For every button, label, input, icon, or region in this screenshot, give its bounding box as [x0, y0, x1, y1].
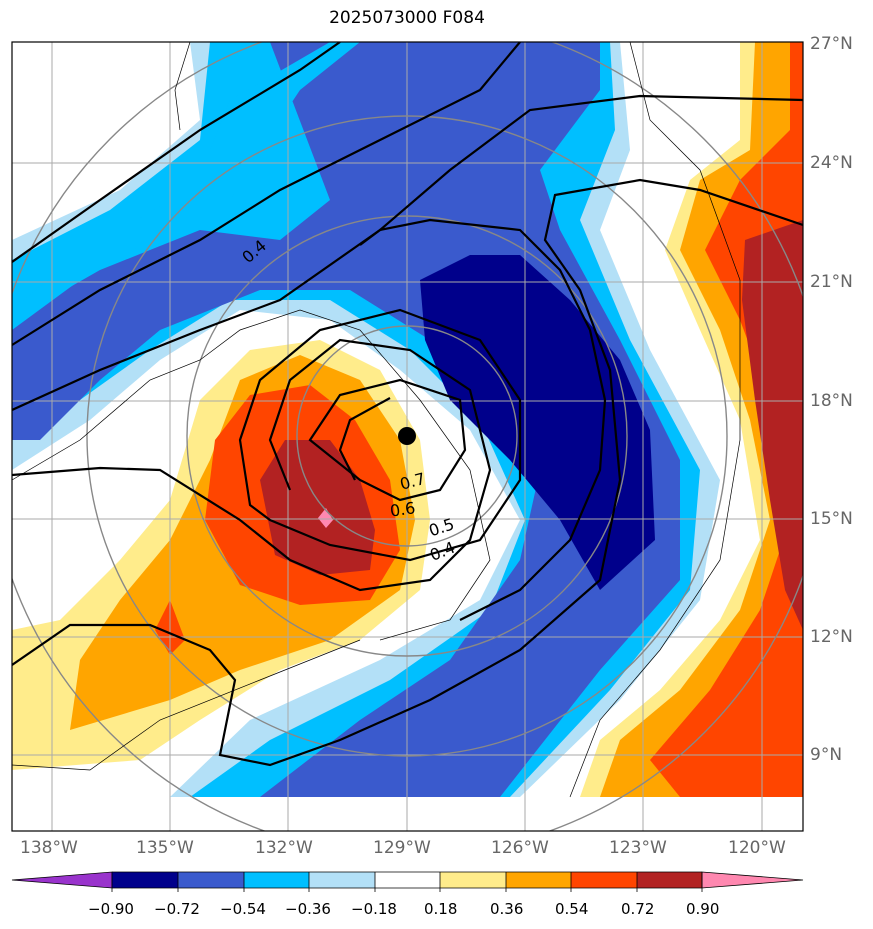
colorbar-swatch: [506, 872, 571, 888]
colorbar-swatch: [440, 872, 506, 888]
lat-label: 15°N: [810, 509, 853, 529]
colorbar-tick-label: 0.54: [555, 900, 589, 918]
lat-label: 9°N: [810, 745, 843, 765]
colorbar-swatch: [375, 872, 440, 888]
colorbar-over-triangle: [701, 871, 804, 889]
map-title: 2025073000 F084: [329, 8, 485, 28]
lon-label: 132°W: [255, 838, 313, 858]
colorbar-tick-label: −0.90: [88, 900, 134, 918]
colorbar-swatch: [244, 872, 309, 888]
lon-label: 135°W: [136, 838, 194, 858]
colorbar-tick-label: −0.36: [285, 900, 331, 918]
colorbar-tick-label: −0.54: [220, 900, 266, 918]
colorbar-under-triangle: [11, 871, 113, 889]
range-rings: [12, 42, 803, 831]
colorbar-tick-label: −0.72: [154, 900, 200, 918]
lat-label: 24°N: [810, 153, 853, 173]
colorbar-tick-label: −0.18: [351, 900, 397, 918]
colorbar-swatch: [178, 872, 244, 888]
colorbar-tick-label: 0.36: [490, 900, 524, 918]
lat-label: 27°N: [810, 34, 853, 54]
colorbar-tick-label: 0.18: [424, 900, 458, 918]
lon-label: 123°W: [609, 838, 667, 858]
shade-firebrick: [260, 440, 375, 575]
lon-label: 120°W: [728, 838, 786, 858]
shade-east-orange-red: [650, 42, 803, 797]
colorbar-swatch: [309, 872, 375, 888]
shade-east-firebrick: [742, 220, 803, 630]
colorbar-tick-label: 0.90: [686, 900, 720, 918]
map-gridlines: [12, 42, 803, 831]
lon-label: 126°W: [491, 838, 549, 858]
colorbar-swatch: [637, 872, 702, 888]
map-frame: [11, 41, 804, 832]
thin-contours: [12, 42, 741, 798]
thick-contours: [12, 42, 803, 767]
lat-label: 21°N: [810, 272, 853, 292]
storm-center-marker: [398, 427, 416, 445]
contour-label: 0.6: [389, 498, 417, 520]
shade-ribbon: [12, 42, 360, 330]
lat-label: 18°N: [810, 391, 853, 411]
lon-label: 138°W: [20, 838, 78, 858]
lon-label: 129°W: [373, 838, 431, 858]
shade-pink: [318, 508, 333, 528]
colorbar-swatch: [112, 872, 178, 888]
colorbar-swatch: [571, 872, 637, 888]
colorbar-tick-label: 0.72: [621, 900, 655, 918]
colorbar: [11, 871, 804, 892]
lat-label: 12°N: [810, 627, 853, 647]
shade-royal-blue: [12, 42, 680, 797]
